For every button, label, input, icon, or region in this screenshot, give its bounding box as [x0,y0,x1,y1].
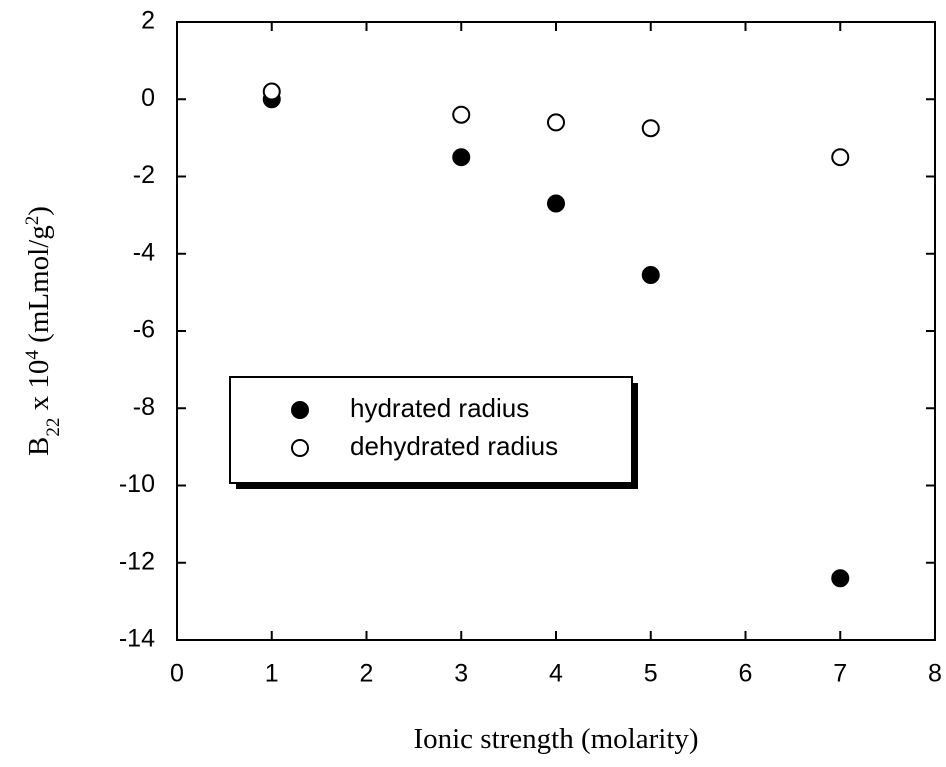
y-axis-label-part: 4 [22,350,43,360]
y-axis-label-part: 2 [22,216,43,226]
y-axis-label: B22 x 104 (mLmol/g2) [22,206,64,456]
y-axis-label-part: x 10 [23,360,55,418]
y-axis-label-part: (mLmol/g [23,225,55,350]
y-tick-label: -12 [119,547,155,575]
y-axis-label-part: 22 [43,418,64,437]
y-tick-label: 0 [141,84,155,112]
y-tick-label: -10 [119,470,155,498]
legend-box [229,376,633,484]
x-tick-label: 0 [170,660,184,688]
point [547,113,565,132]
point [641,119,660,138]
x-tick-label: 4 [549,660,563,688]
y-tick-label: -8 [133,393,155,421]
point [452,148,471,167]
x-tick-label: 8 [928,660,942,688]
point [262,82,281,101]
x-tick-label: 3 [454,660,468,688]
y-axis-label-part: ) [23,206,55,216]
point [831,148,850,167]
y-axis-label-part: B [23,437,55,456]
y-tick-label: -2 [133,161,155,189]
x-tick-label: 5 [644,660,658,688]
x-axis-label: Ionic strength (molarity) [413,723,698,755]
y-tick-label: 2 [141,7,155,35]
point [452,105,471,124]
point [641,265,660,284]
point [831,569,850,588]
legend-label: hydrated radius [350,393,529,423]
y-tick-label: -14 [119,625,155,653]
legend-marker [291,401,309,419]
y-tick-label: -6 [133,316,155,344]
x-tick-label: 1 [265,660,279,688]
y-tick-label: -4 [133,238,155,266]
legend-marker [291,439,309,457]
x-tick-label: 2 [360,660,374,688]
point [547,194,565,213]
legend-label: dehydrated radius [350,431,558,461]
x-tick-label: 6 [739,660,753,688]
x-tick-label: 7 [833,660,847,688]
